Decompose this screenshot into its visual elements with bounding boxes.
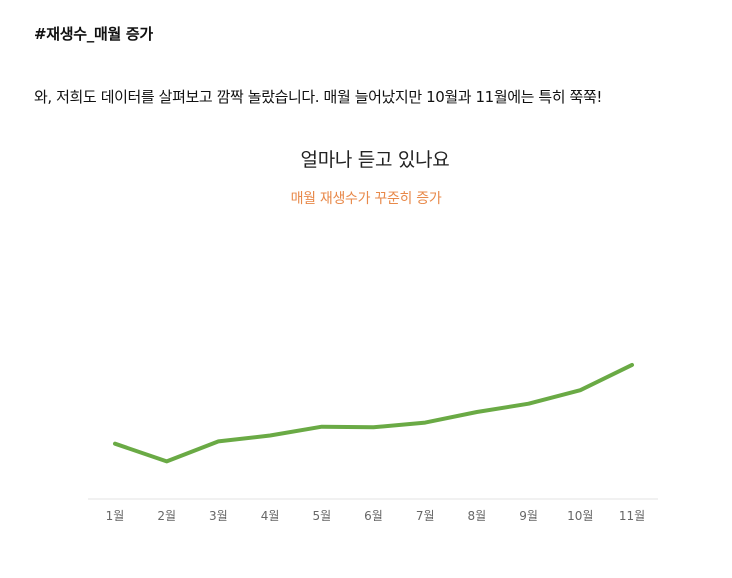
hashtag-heading: #재생수_매월 증가: [34, 25, 153, 43]
data-point[interactable]: [629, 362, 635, 368]
x-tick-label: 1월: [106, 509, 125, 523]
data-point[interactable]: [474, 409, 480, 415]
x-tick-label: 10월: [567, 509, 593, 523]
series-line: [113, 362, 634, 464]
intro-text: 와, 저희도 데이터를 살펴보고 깜짝 놀랐습니다. 매월 늘어났지만 10월과…: [34, 88, 602, 106]
data-point[interactable]: [319, 424, 325, 430]
x-tick-label: 6월: [364, 509, 383, 523]
data-point[interactable]: [577, 387, 583, 393]
data-point[interactable]: [526, 401, 532, 407]
data-point[interactable]: [164, 458, 170, 464]
chart-title: 얼마나 듣고 있나요: [300, 149, 450, 171]
x-tick-label: 8월: [468, 509, 487, 523]
data-point[interactable]: [112, 441, 118, 447]
data-point[interactable]: [422, 420, 428, 426]
x-tick-label: 3월: [209, 509, 228, 523]
data-point[interactable]: [371, 424, 377, 430]
x-tick-label: 9월: [519, 509, 538, 523]
data-point[interactable]: [215, 438, 221, 444]
data-point[interactable]: [267, 432, 273, 438]
x-tick-label: 2월: [157, 509, 176, 523]
x-tick-label: 5월: [312, 509, 331, 523]
x-tick-label: 7월: [416, 509, 435, 523]
x-tick-label: 11월: [619, 509, 645, 523]
chart-subtitle: 매월 재생수가 꾸준히 증가: [290, 191, 442, 207]
x-tick-label: 4월: [261, 509, 280, 523]
